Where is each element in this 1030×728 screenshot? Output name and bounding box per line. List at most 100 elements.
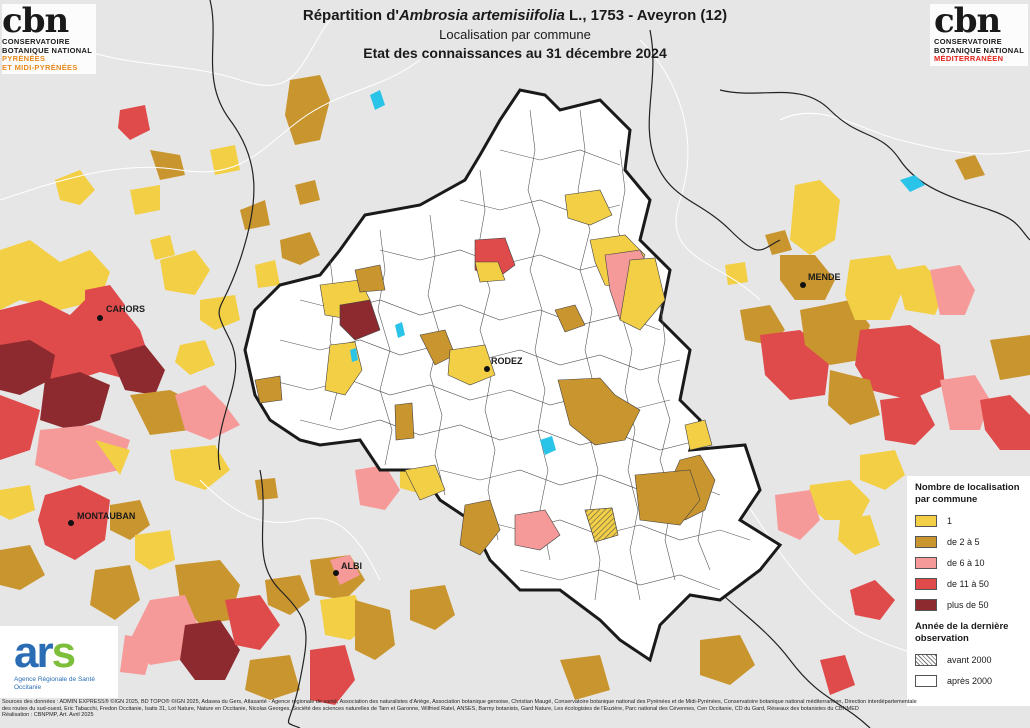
legend-swatch <box>915 577 937 590</box>
town-marker-mende <box>800 282 806 288</box>
boundary-line <box>729 479 931 661</box>
commune-patch <box>474 261 506 283</box>
legend-label: de 2 à 5 <box>947 536 980 547</box>
commune-patch <box>930 265 975 315</box>
commune-patch <box>790 180 840 255</box>
commune-line <box>527 109 551 561</box>
town-label-montauban: MONTAUBAN <box>77 511 136 521</box>
outer-boundaries <box>0 19 1030 661</box>
commune-patch <box>980 395 1030 450</box>
commune-patch <box>0 395 40 460</box>
commune-patch <box>120 635 155 675</box>
commune-patch <box>180 620 240 680</box>
commune-patch <box>354 264 386 293</box>
town-marker-rodez <box>484 366 490 372</box>
legend-label: 1 <box>947 515 953 526</box>
commune-patch <box>170 445 230 490</box>
commune-patch <box>0 340 55 395</box>
commune-patches-east <box>725 155 1030 555</box>
department-border <box>259 469 307 728</box>
commune-patch <box>200 295 240 330</box>
commune-patch <box>95 440 130 475</box>
commune-patch <box>838 515 880 555</box>
commune-patch <box>160 250 210 295</box>
water-bodies <box>350 90 925 455</box>
cbn-logo-text: CONSERVATOIRE BOTANIQUE NATIONAL PYRÉNÉE… <box>2 37 93 72</box>
commune-patch <box>940 375 990 430</box>
commune-patch <box>820 655 855 695</box>
commune-patch <box>150 150 185 180</box>
commune-patch <box>990 335 1030 380</box>
commune-patch <box>355 465 400 510</box>
town-label-mende: MENDE <box>808 272 841 282</box>
legend-swatch-plain <box>915 674 937 687</box>
commune-patch <box>410 585 455 630</box>
town-label-rodez: RODEZ <box>491 356 523 366</box>
commune-patch <box>150 235 175 260</box>
map-subtitle: Localisation par commune <box>439 27 591 42</box>
commune-patch <box>447 344 496 386</box>
legend-swatch-hatched <box>915 653 937 666</box>
commune-patch <box>175 560 240 625</box>
lake <box>900 175 925 192</box>
commune-patch <box>110 345 165 395</box>
commune-patch <box>554 304 586 333</box>
commune-patch <box>560 655 610 700</box>
town-marker-cahors <box>97 315 103 321</box>
legend-item: de 6 à 10 <box>915 552 1030 573</box>
legend-item: plus de 50 <box>915 594 1030 615</box>
legend-item: de 2 à 5 <box>915 531 1030 552</box>
commune-patch <box>210 145 240 175</box>
commune-patch <box>0 240 110 310</box>
map-legend: Nombre de localisation par commune 1 de … <box>907 476 1030 706</box>
commune-patch <box>619 257 666 331</box>
legend-label: après 2000 <box>947 675 993 686</box>
town-marker-montauban <box>68 520 74 526</box>
cbn-mediterraneen-logo: cbn CONSERVATOIRE BOTANIQUE NATIONAL MÉD… <box>930 4 1029 66</box>
boundary-line <box>59 19 331 86</box>
town-label-cahors: CAHORS <box>106 304 146 314</box>
commune-patch <box>355 600 395 660</box>
commune-patch <box>118 105 150 140</box>
department-border <box>648 29 781 251</box>
lake <box>350 348 358 362</box>
map-header: Répartition d'Ambrosia artemisiifolia L.… <box>200 6 830 63</box>
legend-item: après 2000 <box>915 670 1030 691</box>
cbn-pyrenees-logo: cbn CONSERVATOIRE BOTANIQUE NATIONAL PYR… <box>2 1 97 74</box>
boundary-line <box>639 39 761 301</box>
boundary-line <box>0 59 421 201</box>
commune-patch <box>110 500 150 540</box>
commune-patch <box>245 655 300 700</box>
legend-title-year: Année de la dernière observation <box>915 621 1009 644</box>
commune-patch <box>808 480 870 520</box>
town-label-albi: ALBI <box>341 561 362 571</box>
commune-patch <box>35 425 130 480</box>
sources-line: Sources des données : ADMIN EXPRESS® ©IG… <box>2 699 917 705</box>
legend-item: 1 <box>915 510 1030 531</box>
commune-patch-before-2000 <box>584 507 619 543</box>
department-border <box>209 0 255 471</box>
commune-patch <box>725 262 748 285</box>
commune-patch <box>135 530 175 570</box>
map-title: Répartition d'Ambrosia artemisiifolia L.… <box>200 6 830 26</box>
commune-patch <box>634 469 701 526</box>
commune-line <box>657 299 676 581</box>
department-borders <box>209 0 1030 728</box>
commune-patch <box>394 402 415 441</box>
lake <box>370 90 385 110</box>
commune-patch <box>0 545 45 590</box>
town-marker-albi <box>333 570 339 576</box>
commune-line <box>519 569 721 591</box>
commune-patch <box>175 385 240 440</box>
legend-swatch <box>915 514 937 527</box>
title-species: Ambrosia artemisiifolia <box>398 7 565 24</box>
commune-patch <box>295 180 320 205</box>
legend-title-count: Nombre de localisation par commune <box>915 482 1020 505</box>
cbn-logo-mark: cbn <box>2 1 69 41</box>
commune-patch <box>557 377 641 446</box>
commune-patch <box>828 370 880 425</box>
commune-patch <box>700 635 755 685</box>
ars-logo: ars Agence Régionale de Santé Occitanie <box>0 626 118 698</box>
legend-label: avant 2000 <box>947 654 992 665</box>
